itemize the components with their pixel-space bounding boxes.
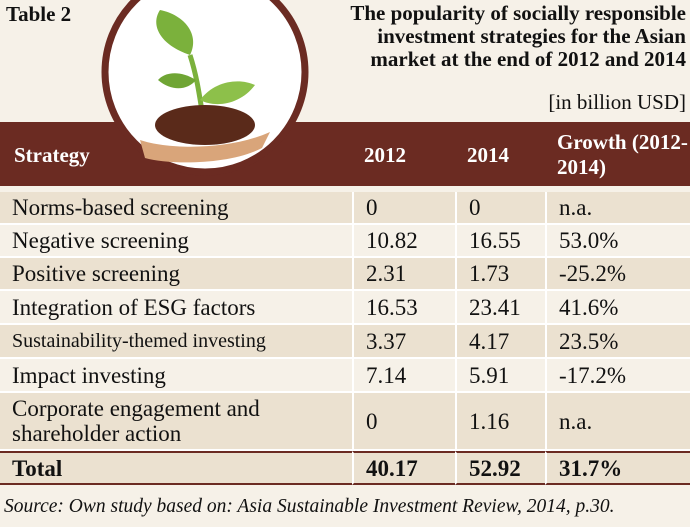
- value-cell: 1.73: [455, 258, 545, 291]
- value-cell: 16.53: [352, 291, 455, 325]
- illustration: [101, 0, 309, 176]
- value-cell: 4.17: [455, 325, 545, 359]
- strategy-cell: Norms-based screening: [0, 192, 352, 225]
- value-cell: 2.31: [352, 258, 455, 291]
- total-cell: Total: [0, 451, 352, 485]
- strategy-cell: Corporate engagement and shareholder act…: [0, 393, 352, 451]
- value-cell: -25.2%: [545, 258, 690, 291]
- unit: [in billion USD]: [548, 90, 686, 114]
- value-cell: 1.16: [455, 393, 545, 451]
- total-cell: 40.17: [352, 451, 455, 485]
- title-line: The popularity of socially responsible: [350, 1, 686, 25]
- header-band: [0, 122, 690, 186]
- column-header: 2014: [467, 142, 509, 167]
- table-label: Table 2: [6, 2, 72, 26]
- strategy-cell: Integration of ESG factors: [0, 291, 352, 325]
- value-cell: 0: [455, 192, 545, 225]
- value-cell: 23.5%: [545, 325, 690, 359]
- value-cell: 23.41: [455, 291, 545, 325]
- value-cell: -17.2%: [545, 359, 690, 393]
- column-header: 2012: [364, 142, 406, 167]
- source: Source: Own study based on: Asia Sustain…: [4, 496, 615, 517]
- value-cell: 41.6%: [545, 291, 690, 325]
- title: The popularity of socially responsible in…: [350, 2, 686, 71]
- strategy-cell: Sustainability-themed investing: [0, 325, 352, 359]
- column-header: Growth (2012-2014): [557, 130, 688, 179]
- value-cell: n.a.: [545, 192, 690, 225]
- value-cell: 0: [352, 393, 455, 451]
- value-cell: 5.91: [455, 359, 545, 393]
- value-cell: 7.14: [352, 359, 455, 393]
- value-cell: 0: [352, 192, 455, 225]
- total-cell: 31.7%: [545, 451, 690, 485]
- value-cell: 10.82: [352, 225, 455, 258]
- strategy-cell: Negative screening: [0, 225, 352, 258]
- strategy-cell: Positive screening: [0, 258, 352, 291]
- value-cell: 53.0%: [545, 225, 690, 258]
- total-cell: 52.92: [455, 451, 545, 485]
- column-header: Strategy: [14, 142, 90, 167]
- title-line: investment strategies for the Asian: [377, 24, 686, 48]
- title-line: market at the end of 2012 and 2014: [370, 47, 686, 71]
- strategy-cell: Impact investing: [0, 359, 352, 393]
- value-cell: 3.37: [352, 325, 455, 359]
- value-cell: n.a.: [545, 393, 690, 451]
- value-cell: 16.55: [455, 225, 545, 258]
